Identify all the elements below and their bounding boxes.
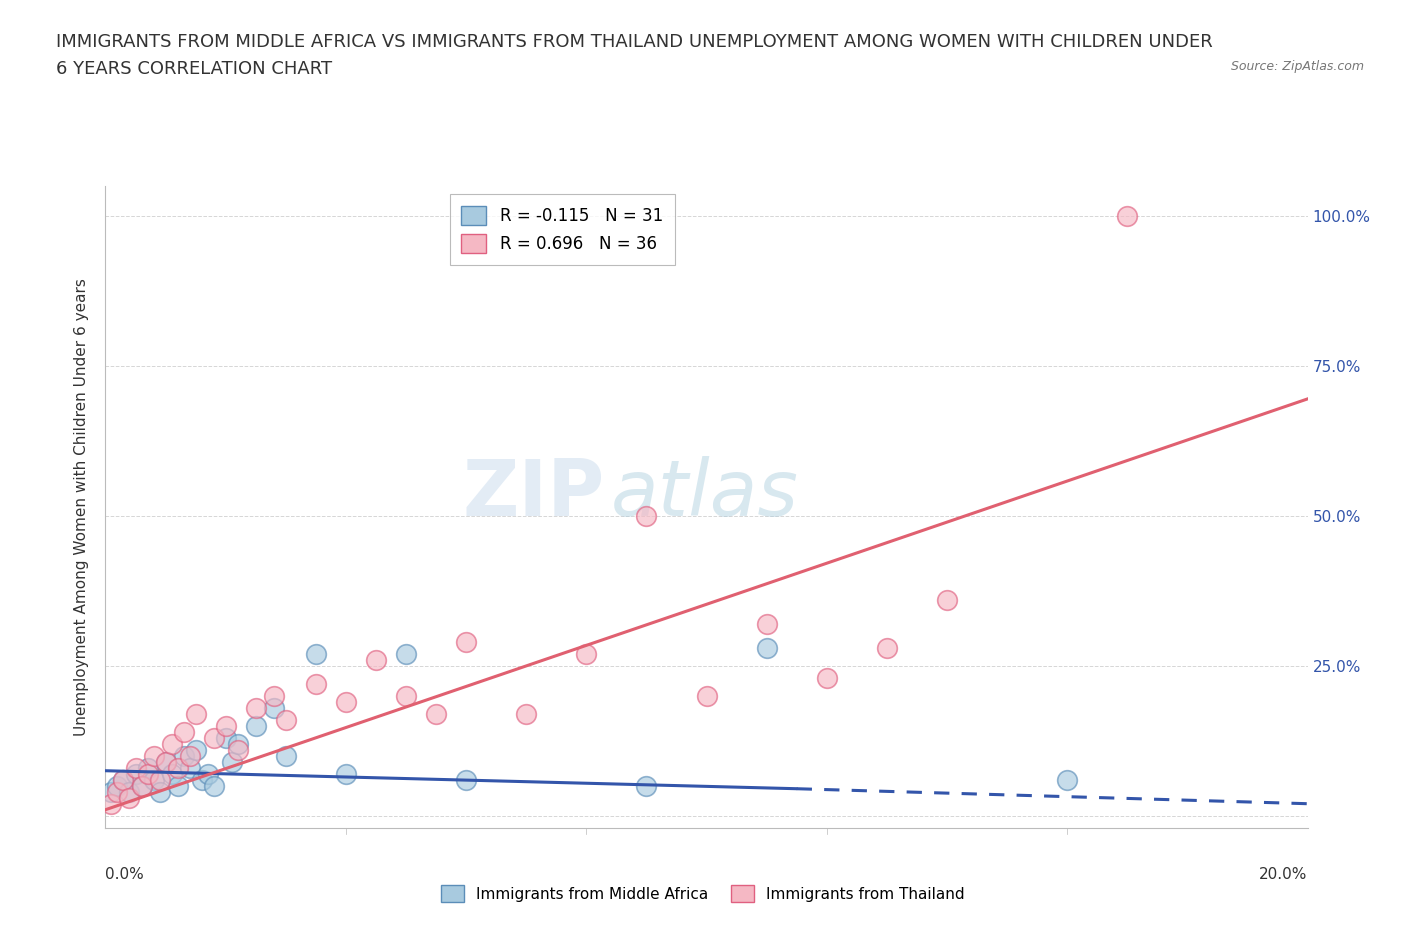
Point bbox=[190, 772, 212, 787]
Point bbox=[274, 749, 297, 764]
Point bbox=[305, 676, 328, 691]
Point bbox=[395, 646, 418, 661]
Point bbox=[155, 754, 177, 769]
Text: 6 YEARS CORRELATION CHART: 6 YEARS CORRELATION CHART bbox=[56, 60, 332, 78]
Point bbox=[184, 706, 207, 721]
Point bbox=[173, 749, 195, 764]
Point bbox=[263, 700, 285, 715]
Point bbox=[131, 778, 153, 793]
Point bbox=[197, 766, 219, 781]
Point bbox=[142, 749, 165, 764]
Point bbox=[636, 778, 658, 793]
Point bbox=[755, 617, 778, 631]
Point bbox=[575, 646, 598, 661]
Point bbox=[364, 652, 387, 667]
Point bbox=[636, 509, 658, 524]
Point bbox=[696, 688, 718, 703]
Point bbox=[173, 724, 195, 739]
Point bbox=[179, 761, 201, 776]
Point bbox=[112, 772, 135, 787]
Point bbox=[148, 772, 170, 787]
Point bbox=[454, 772, 477, 787]
Point bbox=[1116, 208, 1139, 223]
Text: ZIP: ZIP bbox=[463, 456, 605, 532]
Y-axis label: Unemployment Among Women with Children Under 6 years: Unemployment Among Women with Children U… bbox=[75, 278, 90, 736]
Point bbox=[263, 688, 285, 703]
Point bbox=[1056, 772, 1078, 787]
Point bbox=[184, 742, 207, 757]
Legend: R = -0.115   N = 31, R = 0.696   N = 36: R = -0.115 N = 31, R = 0.696 N = 36 bbox=[450, 194, 675, 264]
Point bbox=[136, 766, 159, 781]
Legend: Immigrants from Middle Africa, Immigrants from Thailand: Immigrants from Middle Africa, Immigrant… bbox=[434, 879, 972, 909]
Point bbox=[124, 761, 146, 776]
Point bbox=[160, 766, 183, 781]
Point bbox=[160, 737, 183, 751]
Point bbox=[202, 730, 225, 745]
Point bbox=[155, 754, 177, 769]
Point bbox=[166, 778, 188, 793]
Point bbox=[425, 706, 447, 721]
Point bbox=[214, 718, 236, 733]
Point bbox=[179, 749, 201, 764]
Point bbox=[335, 766, 357, 781]
Point bbox=[118, 784, 141, 799]
Point bbox=[755, 641, 778, 656]
Point bbox=[515, 706, 537, 721]
Point bbox=[245, 700, 267, 715]
Text: Source: ZipAtlas.com: Source: ZipAtlas.com bbox=[1230, 60, 1364, 73]
Point bbox=[166, 761, 188, 776]
Point bbox=[815, 671, 838, 685]
Point bbox=[245, 718, 267, 733]
Point bbox=[221, 754, 243, 769]
Point bbox=[226, 742, 249, 757]
Point bbox=[118, 790, 141, 805]
Point bbox=[202, 778, 225, 793]
Point bbox=[335, 695, 357, 710]
Point bbox=[107, 778, 129, 793]
Point bbox=[226, 737, 249, 751]
Point bbox=[112, 772, 135, 787]
Point bbox=[274, 712, 297, 727]
Point bbox=[148, 784, 170, 799]
Point bbox=[124, 766, 146, 781]
Point bbox=[305, 646, 328, 661]
Point bbox=[136, 761, 159, 776]
Point bbox=[214, 730, 236, 745]
Point bbox=[936, 592, 959, 607]
Point bbox=[142, 772, 165, 787]
Text: atlas: atlas bbox=[610, 456, 799, 532]
Point bbox=[100, 784, 122, 799]
Text: IMMIGRANTS FROM MIDDLE AFRICA VS IMMIGRANTS FROM THAILAND UNEMPLOYMENT AMONG WOM: IMMIGRANTS FROM MIDDLE AFRICA VS IMMIGRA… bbox=[56, 33, 1213, 50]
Point bbox=[107, 784, 129, 799]
Point bbox=[876, 641, 898, 656]
Point bbox=[395, 688, 418, 703]
Point bbox=[131, 778, 153, 793]
Point bbox=[100, 796, 122, 811]
Text: 20.0%: 20.0% bbox=[1260, 867, 1308, 882]
Text: 0.0%: 0.0% bbox=[105, 867, 145, 882]
Point bbox=[454, 634, 477, 649]
